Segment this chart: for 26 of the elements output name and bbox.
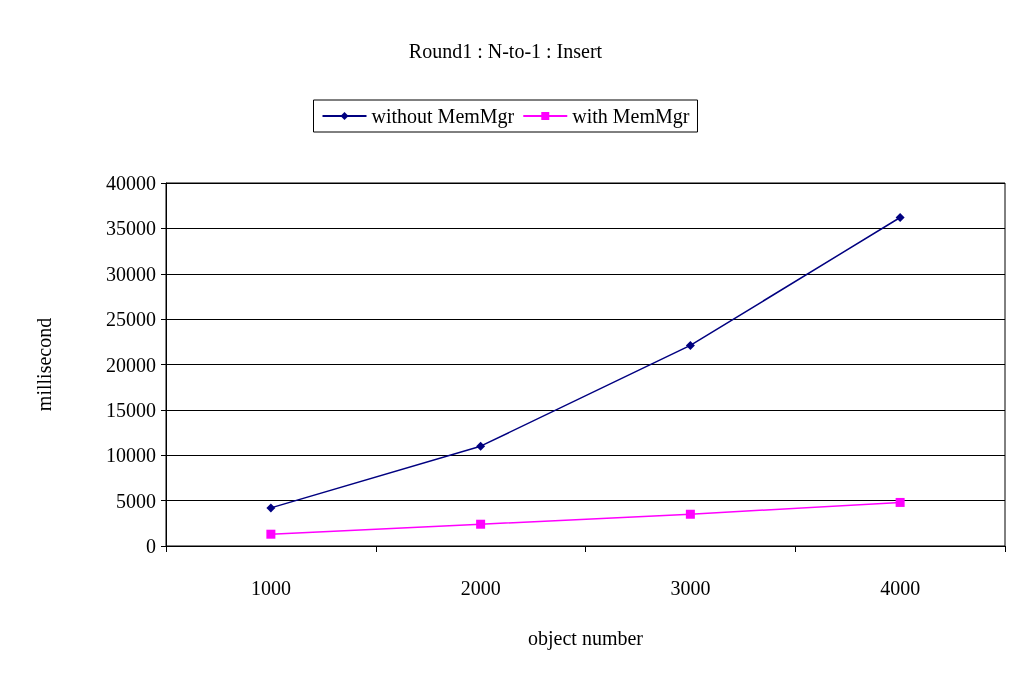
x-tick-label: 2000 [460,577,501,599]
x-tick-label: 3000 [670,577,711,599]
y-tick-label: 40000 [106,172,156,194]
y-axis-title: millisecond [33,317,55,412]
point [895,212,905,222]
point [476,441,486,451]
x-tick-label: 1000 [250,577,291,599]
point [476,519,486,529]
y-tick-label: 10000 [106,444,156,467]
y-tick-label: 15000 [106,398,156,421]
y-tick-label: 25000 [106,308,156,331]
point [685,340,695,350]
legend-label: without MemMgr [371,105,515,128]
x-tick-label: 4000 [880,577,921,599]
point [266,503,276,513]
y-tick-label: 35000 [106,217,156,240]
x-axis-title: object number [528,627,644,650]
point [895,497,905,507]
legend-label: with MemMgr [572,105,690,128]
y-tick-label: 30000 [106,262,156,285]
point [685,509,695,519]
y-tick-label: 0 [146,535,156,557]
y-tick-label: 20000 [106,353,156,376]
y-tick-label: 5000 [116,489,156,512]
chart-title: Round1 : N-to-1 : Insert [408,40,603,62]
point [266,529,276,539]
